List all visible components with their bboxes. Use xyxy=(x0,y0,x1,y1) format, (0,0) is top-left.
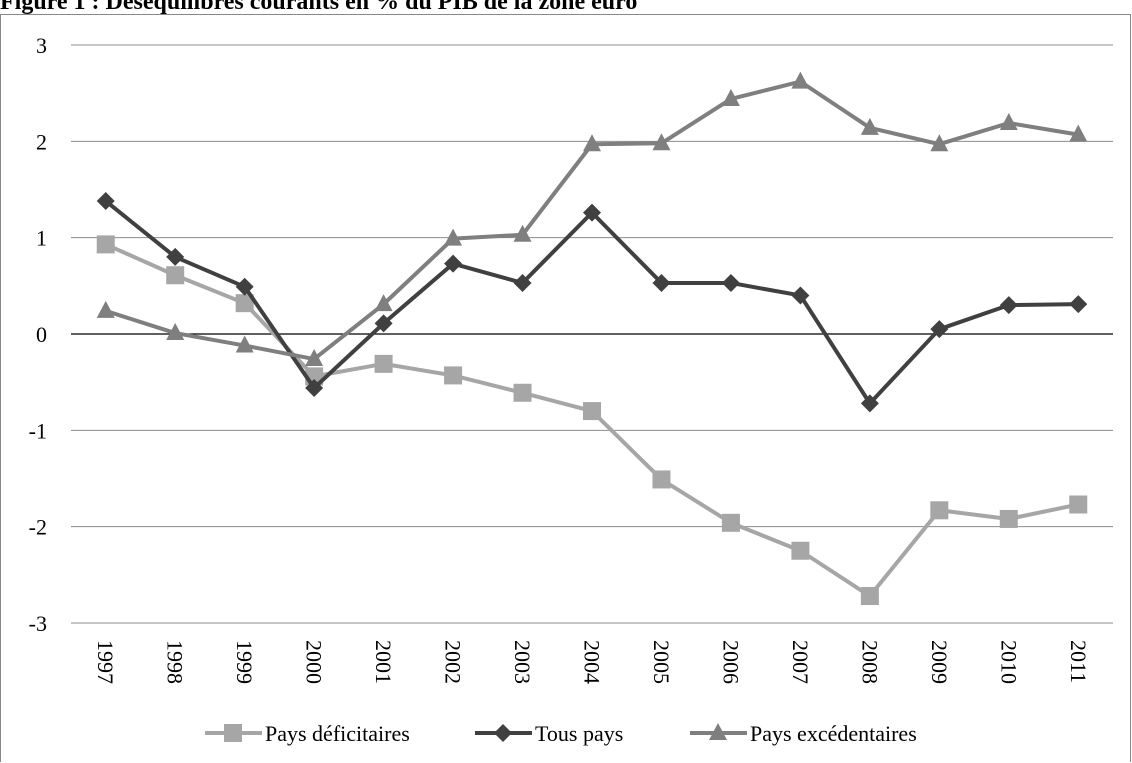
data-point xyxy=(96,235,115,254)
data-point xyxy=(513,273,532,292)
x-tick-label: 1998 xyxy=(163,640,188,684)
data-point xyxy=(583,203,601,222)
data-point xyxy=(721,88,740,106)
y-tick-label: -1 xyxy=(29,418,47,443)
data-point xyxy=(96,300,115,318)
data-point xyxy=(791,541,810,560)
x-tick-label: 2008 xyxy=(857,640,882,684)
chart-frame xyxy=(0,14,1131,762)
data-point xyxy=(791,286,810,305)
data-point xyxy=(791,71,810,89)
data-point xyxy=(1069,124,1088,142)
y-tick-label: 2 xyxy=(36,129,47,154)
data-point xyxy=(444,254,463,273)
data-point xyxy=(1069,295,1088,314)
x-tick-label: 1999 xyxy=(232,640,257,684)
x-tick-label: 2009 xyxy=(927,640,952,684)
x-tick-label: 2011 xyxy=(1066,640,1091,683)
data-point xyxy=(235,277,254,296)
data-point xyxy=(721,273,740,292)
data-point xyxy=(652,470,671,489)
data-point xyxy=(166,323,185,341)
data-point xyxy=(513,224,532,242)
data-point xyxy=(652,273,671,292)
x-tick-label: 2001 xyxy=(371,640,396,684)
data-point xyxy=(583,402,601,421)
data-point xyxy=(860,117,879,135)
legend-marker xyxy=(494,724,512,742)
data-point xyxy=(444,228,463,246)
x-tick-label: 2005 xyxy=(649,640,674,684)
data-point xyxy=(374,314,393,333)
data-point xyxy=(999,296,1018,315)
data-point xyxy=(96,192,115,211)
data-point xyxy=(513,383,532,402)
data-point xyxy=(305,378,324,397)
data-point xyxy=(166,247,185,266)
legend-marker xyxy=(224,724,242,742)
data-point xyxy=(930,501,949,520)
y-tick-label: -3 xyxy=(29,611,47,636)
x-tick-label: 1997 xyxy=(93,640,118,684)
data-point xyxy=(374,354,393,373)
data-point xyxy=(860,587,879,606)
data-point xyxy=(374,294,393,312)
x-tick-label: 2004 xyxy=(580,640,605,684)
legend-label: Pays excédentaires xyxy=(750,721,917,746)
x-tick-label: 2007 xyxy=(788,640,813,684)
data-point xyxy=(721,513,740,532)
x-tick-label: 2006 xyxy=(718,640,743,684)
data-point xyxy=(305,349,324,367)
data-point xyxy=(860,394,879,413)
data-point xyxy=(235,294,254,313)
x-tick-label: 2003 xyxy=(510,640,535,684)
y-tick-label: 1 xyxy=(36,226,47,251)
legend-label: Tous pays xyxy=(535,721,623,746)
data-point xyxy=(652,133,671,151)
legend-marker xyxy=(709,723,727,740)
legend-label: Pays déficitaires xyxy=(265,721,410,746)
data-point xyxy=(583,134,601,152)
data-point xyxy=(444,366,463,385)
y-tick-label: 3 xyxy=(36,33,47,58)
chart-title: Figure 1 : Déséquilibres courants en % d… xyxy=(0,0,638,15)
data-point xyxy=(999,509,1018,528)
data-point xyxy=(1069,495,1088,514)
data-point xyxy=(930,320,949,339)
y-tick-label: 0 xyxy=(36,322,47,347)
y-tick-label: -2 xyxy=(29,515,47,540)
x-tick-label: 2000 xyxy=(302,640,327,684)
x-tick-label: 2002 xyxy=(441,640,466,684)
data-point xyxy=(166,266,185,285)
data-point xyxy=(235,335,254,353)
data-point xyxy=(930,134,949,152)
data-point xyxy=(999,113,1018,131)
x-tick-label: 2010 xyxy=(996,640,1021,684)
